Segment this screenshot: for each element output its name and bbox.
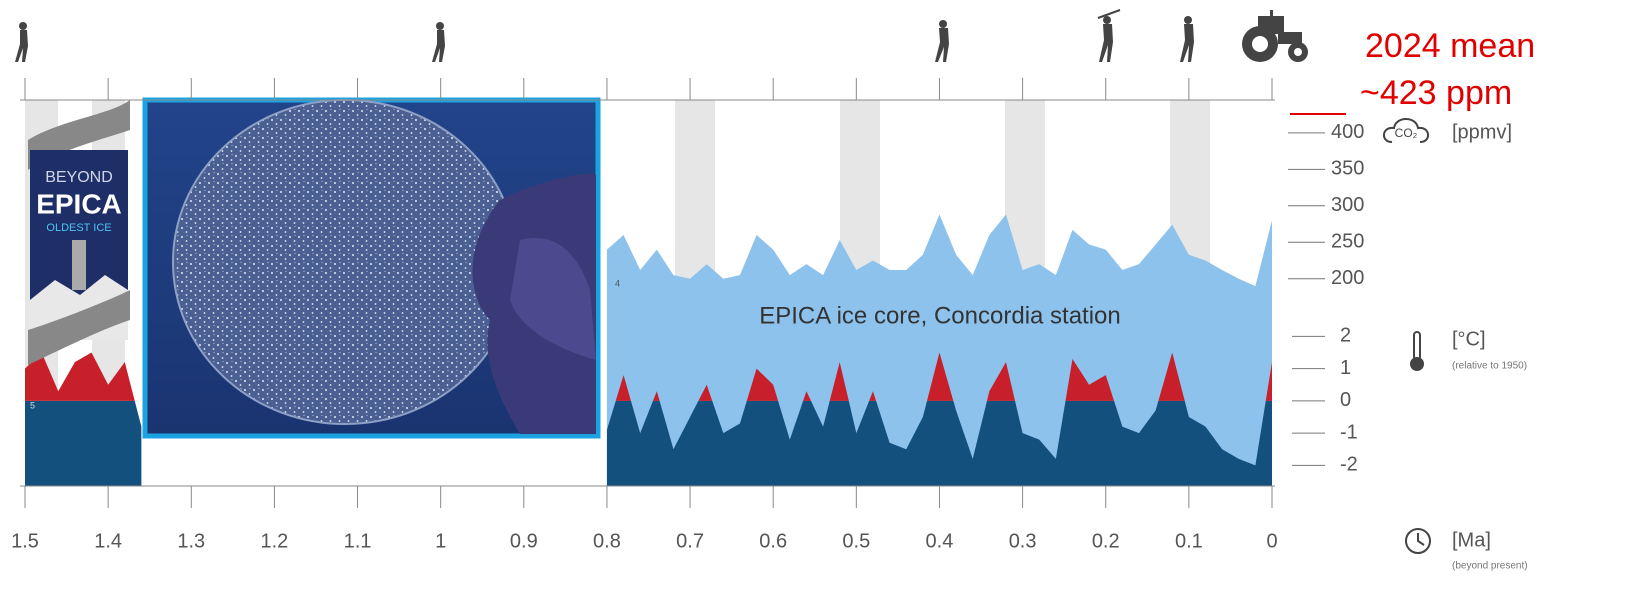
y2-tick-label: 400 [1331,121,1364,143]
x-tick-label: 1.3 [177,530,205,552]
y-tick-label: -1 [1340,421,1358,443]
y2-tick-label: 350 [1331,158,1364,180]
x-tick-label: 0.7 [676,530,704,552]
y-unit: [°C] [1452,328,1486,350]
x-tick-label: 1 [435,530,446,552]
annotation: EPICA ice core, Concordia station [759,302,1121,329]
x-tick-label: 1.5 [11,530,39,552]
y-tick-label: 0 [1340,389,1351,411]
page: {"chart_data": { "type": "area", "x": [1… [0,0,1633,607]
y2-tick-label: 200 [1331,267,1364,289]
x-tick-label: 0.1 [1175,530,1203,552]
y-tick-label: 1 [1340,357,1351,379]
annotation: 2024 mean [1365,27,1535,65]
x-tick-label: 0.2 [1092,530,1120,552]
x-note: (beyond present) [1452,561,1528,572]
annotation: 5 [30,400,35,410]
y2-tick-label: 300 [1331,194,1364,216]
co2-symbol: CO₂ [1395,126,1418,140]
y2-unit: [ppmv] [1452,121,1512,143]
logo-line: EPICA [36,188,122,219]
annotation: ~423 ppm [1360,74,1512,112]
x-tick-label: 0.5 [842,530,870,552]
x-tick-label: 1.1 [344,530,372,552]
ice-core-photo [145,100,598,436]
y2-tick-label: 250 [1331,231,1364,253]
x-tick-label: 1.2 [260,530,288,552]
annotation: 4 [615,278,620,288]
x-unit: [Ma] [1452,529,1491,551]
y-tick-label: -2 [1340,454,1358,476]
x-tick-label: 0.6 [759,530,787,552]
y-tick-label: 2 [1340,325,1351,347]
chart: BEYOND EPICA OLDEST ICE CO₂ [ppmv] [°C] … [0,0,1633,607]
logo-line: OLDEST ICE [46,222,111,234]
x-tick-label: 0.9 [510,530,538,552]
x-tick-label: 0.8 [593,530,621,552]
x-tick-label: 0.3 [1009,530,1037,552]
y-note: (relative to 1950) [1452,361,1527,372]
x-tick-label: 1.4 [94,530,122,552]
logo-line: BEYOND [45,169,113,186]
evolution-icons [15,10,1308,62]
unit-icons [1384,119,1430,553]
x-tick-label: 0 [1266,530,1277,552]
x-tick-label: 0.4 [926,530,954,552]
